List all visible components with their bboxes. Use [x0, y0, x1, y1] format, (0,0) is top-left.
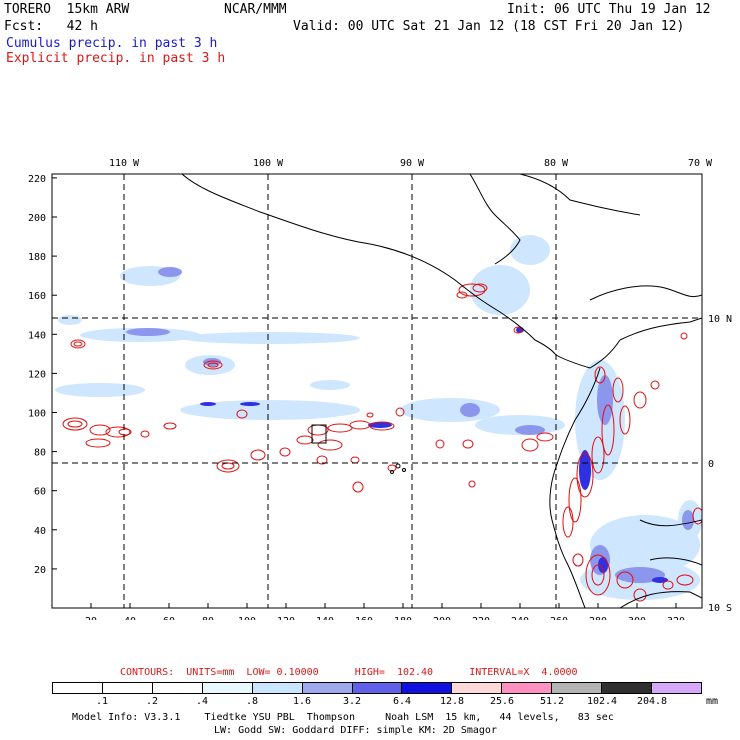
color-bar-swatch — [352, 683, 403, 693]
lon-label-90w: 90 W — [400, 158, 425, 169]
color-bar-swatch — [202, 683, 253, 693]
color-bar-swatch — [302, 683, 353, 693]
x-tick-label: 320 — [667, 616, 685, 620]
y-tick-label: 20 — [34, 565, 46, 576]
x-tick-label: 100 — [238, 616, 256, 620]
model-info-line-1: Model Info: V3.3.1 Tiedtke YSU PBL Thomp… — [72, 712, 614, 723]
lon-label-100w: 100 W — [253, 158, 284, 169]
color-bar-swatch — [402, 683, 453, 693]
lon-label-70w: 70 W — [688, 158, 713, 169]
color-bar-labels: .1 .2 .4 .8 1.6 3.2 6.4 12.8 25.6 51.2 102.4 204.8 — [52, 696, 702, 708]
islands — [311, 424, 406, 474]
color-bar-swatch — [53, 683, 103, 693]
color-bar-label: .1 — [95, 696, 109, 707]
color-bar-label: 204.8 — [636, 696, 668, 707]
y-tick-label: 80 — [34, 448, 46, 459]
x-tick-label: 160 — [355, 616, 373, 620]
x-tick-label: 60 — [163, 616, 175, 620]
color-bar-label: 3.2 — [342, 696, 362, 707]
y-tick-label: 60 — [34, 487, 46, 498]
x-tick-label: 40 — [124, 616, 136, 620]
lat-lon-grid — [52, 174, 702, 608]
y-tick-label: 100 — [28, 409, 46, 420]
lon-label-80w: 80 W — [544, 158, 569, 169]
color-bar-label: 6.4 — [392, 696, 412, 707]
y-tick-label: 180 — [28, 252, 46, 263]
plot-frame — [51, 173, 703, 609]
x-tick-label: 300 — [628, 616, 646, 620]
color-bar-swatch — [152, 683, 203, 693]
x-tick-label: 140 — [316, 616, 334, 620]
explicit-legend-text: Explicit precip. in past 3 h — [6, 51, 226, 66]
x-tick-label: 80 — [202, 616, 214, 620]
lat-label-10n: 10 N — [708, 314, 732, 325]
init-time: Init: 06 UTC Thu 19 Jan 12 — [507, 2, 711, 17]
y-tick-label: 220 — [28, 174, 46, 185]
coastlines — [181, 174, 702, 608]
color-bar-swatch — [502, 683, 553, 693]
y-tick-label: 40 — [34, 526, 46, 537]
y-tick-label: 120 — [28, 369, 46, 380]
x-tick-label: 200 — [433, 616, 451, 620]
y-tick-label: 160 — [28, 291, 46, 302]
color-bar-swatch — [452, 683, 503, 693]
y-tick-label: 200 — [28, 213, 46, 224]
organization-label: NCAR/MMM — [224, 2, 287, 17]
model-title: TORERO 15km ARW — [4, 2, 130, 17]
color-bar-swatch — [652, 683, 701, 693]
x-tick-label: 260 — [550, 616, 568, 620]
model-info-line-2: LW: Godd SW: Goddard DIFF: simple KM: 2D… — [214, 725, 497, 736]
valid-time: Valid: 00 UTC Sat 21 Jan 12 (18 CST Fri … — [293, 19, 685, 34]
color-bar-label: 1.6 — [292, 696, 312, 707]
color-bar-label: .4 — [195, 696, 209, 707]
color-bar-swatch — [552, 683, 603, 693]
precip-map: 2040608010012014016018020022024026028030… — [28, 158, 732, 620]
color-bar-swatch — [602, 683, 653, 693]
x-tick-label: 120 — [277, 616, 295, 620]
x-tick-label: 240 — [511, 616, 529, 620]
x-tick-label: 220 — [472, 616, 490, 620]
lat-label-10s: 10 S — [708, 603, 732, 614]
color-bar-label: .2 — [145, 696, 159, 707]
color-bar-label: .8 — [245, 696, 259, 707]
explicit-precip-contours — [62, 283, 702, 602]
color-bar — [52, 682, 702, 694]
color-bar-units: mm — [706, 696, 719, 707]
y-axis-ticks: 20 40 60 80 100 120 140 160 180 200 220 — [28, 174, 57, 576]
y-tick-label: 140 — [28, 330, 46, 341]
forecast-hour: Fcst: 42 h — [4, 19, 98, 34]
color-bar-label: 12.8 — [439, 696, 465, 707]
x-tick-label: 280 — [589, 616, 607, 620]
x-axis-ticks: 20 40 60 80 100 120 140 160 180 200 220 240 260 280 30… — [85, 603, 685, 620]
color-bar-label: 51.2 — [539, 696, 565, 707]
lon-label-110w: 110 W — [109, 158, 140, 169]
color-bar-label: 102.4 — [586, 696, 618, 707]
cumulus-legend-text: Cumulus precip. in past 3 h — [6, 36, 218, 51]
x-tick-label: 180 — [394, 616, 412, 620]
color-bar-label: 25.6 — [489, 696, 515, 707]
color-bar-swatch — [102, 683, 153, 693]
x-tick-label: 20 — [85, 616, 97, 620]
color-bar-swatch — [252, 683, 303, 693]
lat-label-0: 0 — [708, 459, 714, 470]
contours-info: CONTOURS: UNITS=mm LOW= 0.10000 HIGH= 10… — [120, 667, 578, 678]
